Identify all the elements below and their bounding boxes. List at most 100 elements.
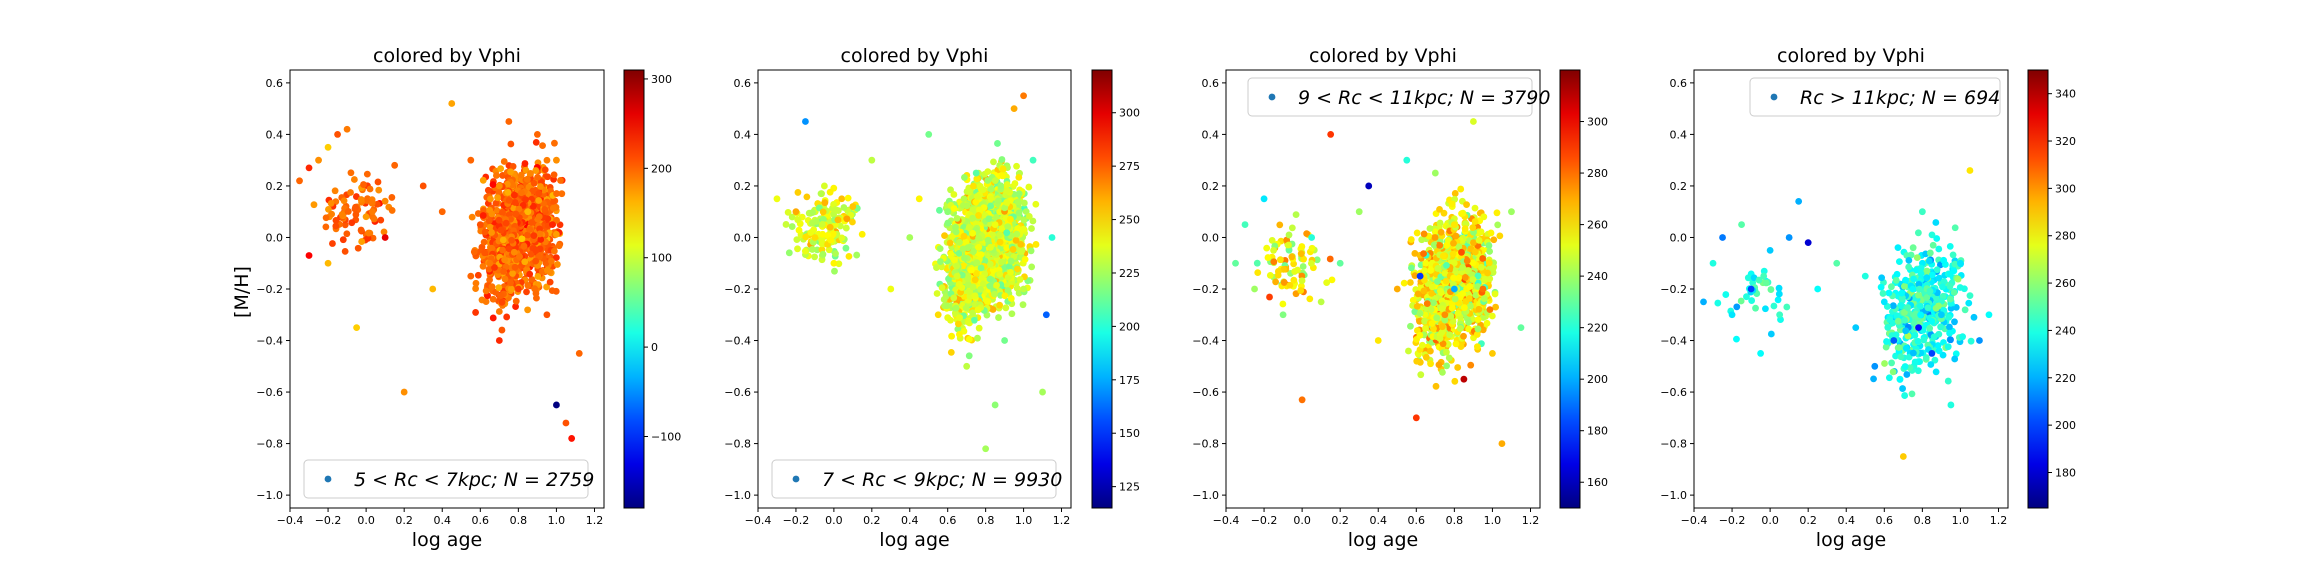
data-point: [503, 180, 511, 188]
data-point: [1029, 156, 1037, 164]
data-point: [503, 313, 511, 321]
chart-panel-2: colored by Vphi−0.4 −0.2 0.0 0.2 0.4 0.6 0.8 1.…: [724, 45, 1140, 551]
data-point: [1475, 236, 1483, 244]
data-point: [495, 337, 503, 344]
data-point: [1455, 243, 1463, 251]
data-point: [1459, 263, 1467, 271]
data-point: [1508, 208, 1515, 216]
y-tick-label: −0.6: [256, 386, 283, 399]
data-point: [829, 230, 837, 238]
data-point: [975, 212, 982, 219]
data-point: [501, 256, 508, 264]
data-point: [532, 167, 540, 174]
data-point: [1474, 325, 1482, 333]
data-point: [527, 170, 534, 177]
data-point: [979, 280, 987, 288]
data-point: [1421, 317, 1429, 325]
data-point: [1456, 325, 1464, 332]
data-point: [1451, 190, 1459, 197]
data-point: [938, 263, 945, 271]
legend: 5 < Rc < 7kpc; N = 2759: [303, 459, 594, 499]
data-point: [1485, 259, 1493, 267]
data-point: [534, 173, 542, 181]
data-point: [1003, 198, 1011, 206]
legend: 9 < Rc < 11kpc; N = 3790: [1247, 77, 1550, 117]
data-point: [792, 208, 800, 216]
y-tick-label: −0.4: [256, 335, 283, 348]
data-point: [1251, 285, 1258, 293]
data-point: [553, 401, 560, 409]
data-point: [1020, 285, 1027, 293]
data-point: [1426, 225, 1434, 232]
x-tick-label: 0.4: [433, 514, 451, 527]
colorbar-tick-label: 225: [1119, 267, 1140, 280]
y-tick-label: 0.4: [1202, 128, 1220, 141]
data-point: [400, 388, 408, 396]
data-point: [1469, 224, 1477, 232]
data-point: [362, 213, 370, 221]
data-point: [495, 216, 503, 224]
data-point: [961, 254, 968, 262]
x-tick-label: 0.0: [1293, 514, 1311, 527]
data-point: [963, 362, 971, 370]
data-point: [936, 245, 944, 253]
data-point: [1029, 217, 1037, 225]
data-point: [991, 290, 998, 298]
data-point: [488, 244, 496, 252]
data-point: [486, 223, 494, 231]
data-point: [991, 177, 999, 185]
data-point: [511, 199, 519, 206]
colorbar-tick-label: 100: [651, 252, 672, 265]
data-point: [493, 172, 500, 179]
data-point: [1270, 246, 1277, 254]
data-point: [1300, 255, 1307, 263]
x-tick-label: −0.2: [315, 514, 342, 527]
data-point: [315, 156, 322, 164]
data-point: [1413, 357, 1421, 365]
data-point: [1448, 304, 1456, 312]
data-point: [941, 232, 948, 240]
data-point: [1299, 263, 1307, 270]
data-point: [541, 205, 549, 213]
data-point: [991, 221, 999, 228]
data-point: [1439, 340, 1447, 348]
data-point: [536, 225, 543, 233]
data-point: [992, 214, 1000, 221]
data-point: [1403, 156, 1411, 164]
data-point: [1416, 331, 1424, 339]
x-tick-label: 0.2: [863, 514, 881, 527]
data-point: [1007, 257, 1015, 265]
data-point: [540, 200, 548, 208]
data-point: [535, 190, 543, 197]
data-point: [1020, 92, 1027, 100]
data-point: [1446, 331, 1454, 339]
data-point: [1417, 371, 1425, 379]
data-point: [380, 228, 388, 236]
data-point: [989, 306, 997, 313]
data-point: [1005, 263, 1013, 270]
y-tick-label: −1.0: [724, 489, 751, 502]
data-point: [1465, 295, 1473, 302]
colorbar-tick-label: 150: [1119, 427, 1140, 440]
data-point: [977, 264, 985, 272]
data-point: [1474, 272, 1482, 280]
data-point: [1422, 324, 1429, 332]
data-point: [1015, 209, 1023, 217]
data-point: [970, 316, 978, 324]
data-point: [499, 246, 506, 254]
y-axis-label: [M/H]: [231, 266, 253, 318]
data-point: [467, 272, 475, 280]
x-tick-label: −0.4: [1213, 514, 1240, 527]
data-point: [1418, 236, 1426, 244]
y-tick-label: −0.8: [256, 438, 283, 451]
data-point: [794, 245, 801, 253]
data-point: [925, 131, 933, 138]
data-point: [495, 308, 503, 315]
data-point: [377, 216, 385, 224]
data-point: [1288, 224, 1296, 232]
data-point: [512, 210, 520, 218]
data-point: [990, 158, 997, 166]
data-point: [1408, 264, 1415, 272]
data-point: [537, 183, 544, 190]
